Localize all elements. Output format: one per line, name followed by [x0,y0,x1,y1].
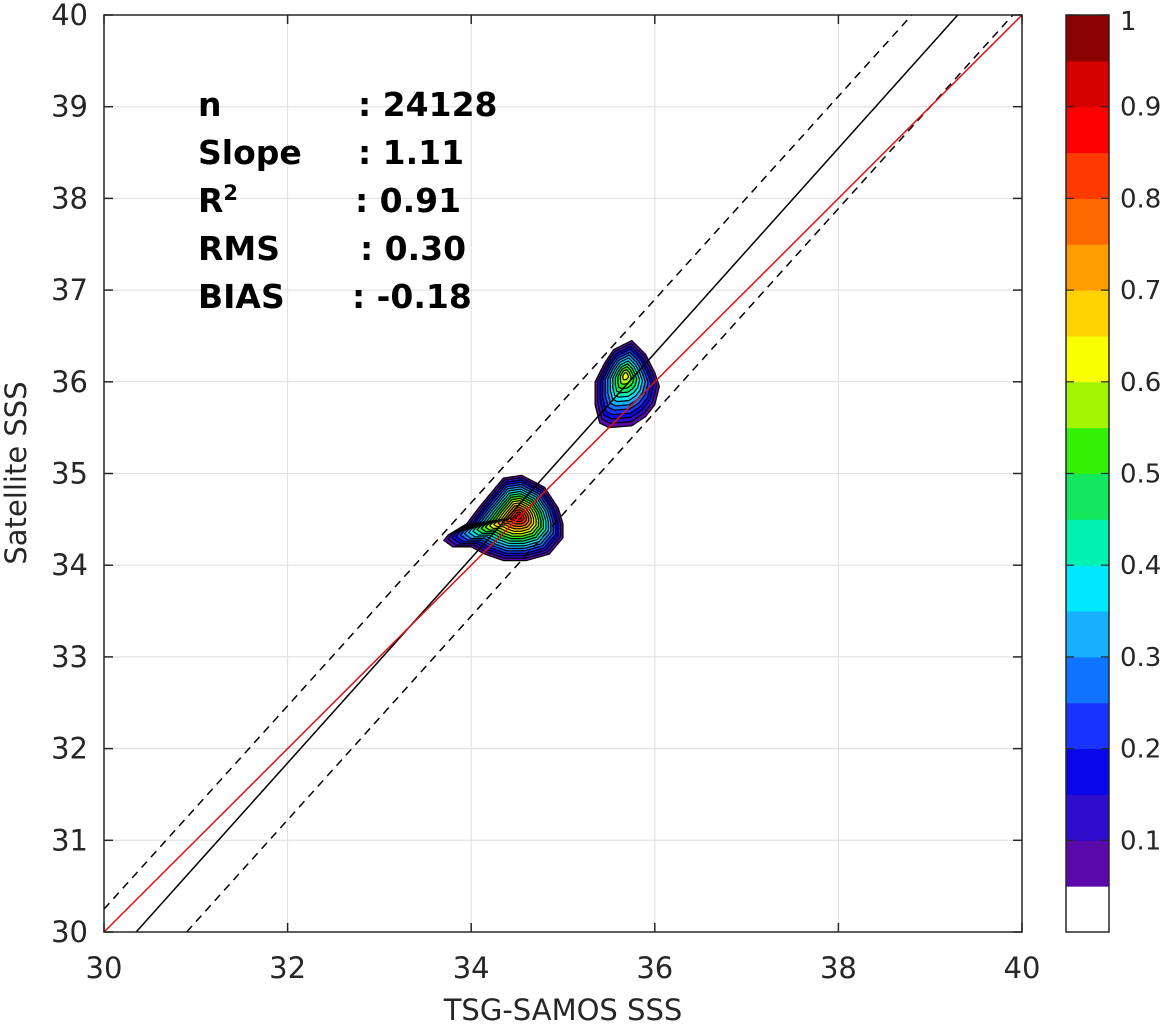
contour-level-1-18 [514,513,523,520]
y-tick-label: 39 [51,90,88,124]
colorbar-tick-label: 0.4 [1120,551,1161,581]
colorbar-segment [1066,702,1109,750]
solid-line-4 [104,15,1022,932]
colorbar-segment [1066,106,1109,154]
x-tick-label: 36 [636,951,673,985]
x-tick-label: 40 [1004,951,1041,985]
stats-annotation: n : 24128 Slope : 1.11 R2 : 0.91 RMS : 0.30 BIAS… [198,85,498,316]
colorbar-tick-label: 0.6 [1120,368,1161,398]
stat-label-superscript: 2 [223,181,238,205]
stat-value: : 24128 [358,85,498,124]
stat-label: BIAS [198,277,285,316]
dashed-line-3 [186,15,1014,932]
solid-line-1 [135,15,959,932]
colorbar-segment [1066,794,1109,841]
colorbar-segment [1066,519,1109,566]
y-tick-label: 37 [51,273,88,307]
x-tick-label: 38 [820,951,857,985]
colorbar-tick-label: 0.3 [1120,643,1161,673]
y-tick-label: 38 [51,181,88,215]
colorbar-segment [1066,427,1109,474]
colorbar-tick-label: 0.2 [1120,735,1161,765]
colorbar-segment [1066,473,1109,520]
y-tick-label: 32 [51,732,88,766]
colorbar-segment [1066,381,1109,429]
colorbar-segment [1066,565,1109,612]
y-tick-label: 35 [51,457,88,491]
colorbar-segment [1066,290,1109,337]
colorbar-tick-label: 0.7 [1120,276,1161,306]
colorbar-segment [1066,244,1109,291]
x-tick-label: 32 [269,951,306,985]
y-tick-label: 30 [51,915,88,949]
colorbar-tick-label: 0.8 [1120,184,1161,214]
axis-ticks: 30 32 34 36 38 40 30 31 32 33 34 35 36 37 38 39 40 [51,0,1040,985]
colorbar-segment [1066,60,1109,108]
colorbar: 0.1 0.2 0.3 0.4 0.5 0.6 0.7 0.8 0.9 1 [1065,7,1161,933]
y-tick-label: 31 [51,823,88,857]
colorbar-segment [1066,15,1109,62]
dashed-line-2 [104,15,913,910]
y-tick-label: 40 [51,0,88,32]
stat-value: : -0.18 [352,277,472,316]
contour-level-2-12 [622,371,629,381]
stat-label: n [198,85,222,124]
y-tick-label: 36 [51,365,88,399]
density-contours [443,339,661,562]
y-tick-label: 34 [51,548,88,582]
stat-label: RMS [198,229,280,268]
stat-label: R2 [198,181,238,220]
colorbar-tick-label: 1 [1120,7,1137,37]
y-tick-label: 33 [51,640,88,674]
colorbar-segment [1066,335,1109,383]
colorbar-segment [1066,748,1109,795]
x-tick-label: 34 [453,951,490,985]
stat-value: : 0.91 [355,181,461,220]
colorbar-segment [1066,152,1109,199]
colorbar-segment [1066,611,1109,658]
stat-label: Slope [198,133,302,172]
colorbar-segment [1066,198,1109,245]
colorbar-tick-label: 0.1 [1120,826,1161,856]
colorbar-segment [1066,656,1109,704]
regression-lines [104,15,1022,932]
colorbar-tick-label: 0.5 [1120,460,1161,490]
stat-value: : 0.30 [360,229,466,268]
x-axis-label: TSG-SAMOS SSS [443,993,683,1027]
colorbar-segment [1066,886,1109,933]
x-tick-label: 30 [86,951,123,985]
stat-value: : 1.11 [358,133,464,172]
colorbar-segment [1066,840,1109,887]
colorbar-tick-label: 0.9 [1120,93,1161,123]
y-axis-label: Satellite SSS [0,381,33,564]
